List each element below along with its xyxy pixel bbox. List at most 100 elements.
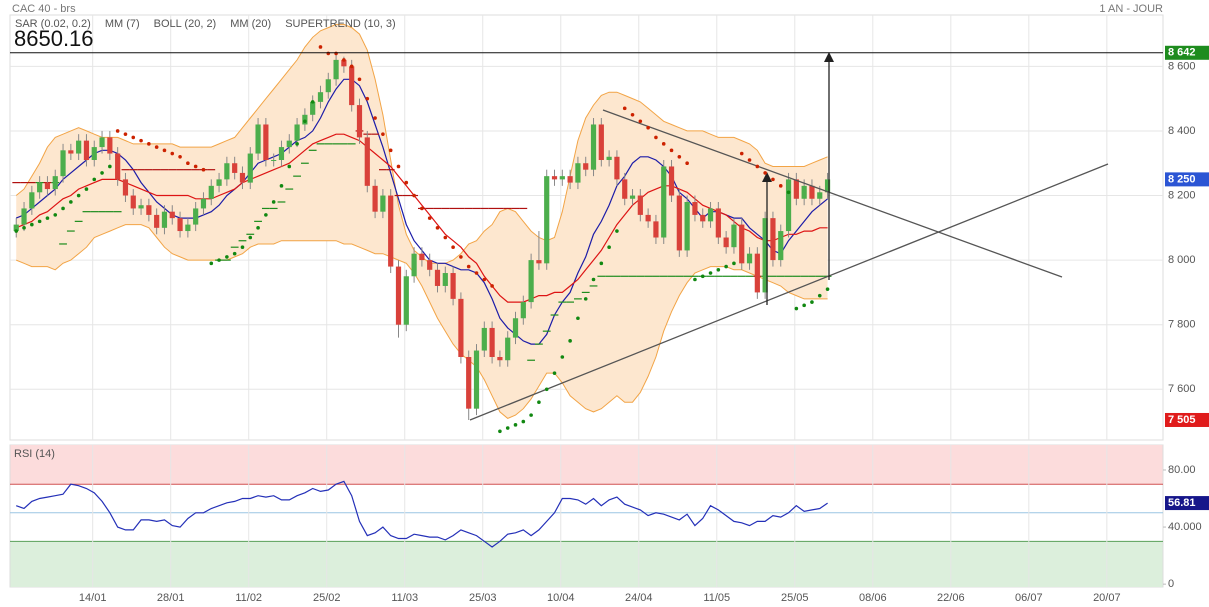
sar-dot (537, 400, 541, 405)
sar-dot (654, 135, 658, 140)
sar-dot (544, 387, 549, 392)
sar-dot (248, 235, 253, 240)
sar-dot (693, 277, 697, 282)
candle-body (403, 276, 409, 325)
instrument: CAC 40 - brs (12, 3, 76, 15)
sar-dot (186, 161, 190, 166)
candle-body (684, 201, 690, 251)
candle-body (154, 214, 160, 228)
bollinger-fill (16, 24, 828, 419)
sar-dot (786, 190, 791, 195)
candle-body (637, 195, 643, 215)
sar-dot (576, 316, 580, 321)
candle-body (208, 185, 214, 199)
candle-body (809, 185, 815, 199)
candle-body (707, 208, 714, 222)
sar-dot (599, 261, 604, 266)
sar-dot (724, 264, 728, 269)
x-tick-label: 24/04 (625, 592, 653, 604)
candle-body (668, 166, 675, 196)
candle-body (419, 253, 425, 261)
legend-entry: SAR (0.02, 0.2) (15, 18, 91, 30)
sar-dot (357, 77, 362, 82)
sar-dot (318, 45, 323, 49)
labels-layer: 14/01 28/01 11/02 25/02 11/03 25/03 10/04 24/04… (10, 18, 1209, 604)
sar-dot (115, 129, 120, 133)
candle-body (692, 201, 698, 215)
sar-dot (217, 258, 221, 262)
candle-body (349, 66, 355, 106)
sar-dot (700, 274, 705, 279)
candle-body (824, 179, 831, 193)
x-tick-label: 11/02 (235, 592, 262, 604)
candle-body (169, 211, 175, 219)
price-tag-label: 8 250 (1168, 173, 1196, 185)
sar-dot (568, 339, 572, 343)
sar-dot (451, 245, 455, 249)
candle-body (13, 224, 19, 232)
y-tick-label: 8 600 (1168, 60, 1196, 72)
candle-body (76, 140, 82, 154)
x-tick-label: 25/03 (469, 592, 497, 604)
candle-body (193, 208, 199, 225)
trendline (469, 163, 1109, 421)
sar-dot (178, 154, 182, 159)
sar-dot (287, 164, 292, 169)
sar-dot (147, 142, 151, 146)
x-tick-label: 28/01 (157, 592, 185, 604)
candle-body (746, 253, 753, 264)
candle-body (629, 195, 636, 199)
sar-dot (209, 261, 214, 266)
candle-body (224, 163, 230, 180)
sar-dot (778, 184, 783, 188)
rsi-tag-label: 56.81 (1168, 497, 1196, 509)
sar-dot (810, 300, 814, 304)
candle-body (177, 218, 183, 232)
sar-dot (61, 206, 65, 211)
candle-body (520, 302, 526, 319)
price-tag (1165, 45, 1209, 60)
candle-body (317, 92, 324, 102)
candle-body (559, 176, 565, 180)
sar-dot (131, 135, 136, 140)
y-tick-label: 7 800 (1168, 319, 1196, 331)
candle-body (37, 182, 43, 193)
sar-dot (443, 235, 448, 240)
candle-body (801, 185, 807, 199)
candle-body (427, 260, 433, 270)
rsi-line (15, 480, 828, 548)
candle-body (278, 147, 285, 161)
candle-body (380, 195, 386, 212)
x-tick-label: 11/05 (703, 592, 730, 604)
candle-body (793, 179, 799, 199)
sar-dot (630, 112, 635, 117)
sar-dot (583, 297, 588, 301)
candle-body (450, 273, 456, 299)
candle-body (567, 176, 573, 183)
x-tick-label: 22/06 (937, 592, 965, 604)
sar-dot (30, 222, 34, 227)
x-tick-label: 06/07 (1015, 592, 1043, 604)
sar-dot (708, 271, 713, 275)
sar-dot (560, 355, 565, 359)
legend-entry: SUPERTREND (10, 3) (285, 18, 395, 30)
candle-body (286, 140, 292, 148)
sar-dot (396, 164, 401, 169)
candle-body (778, 231, 784, 261)
sar-dot (22, 226, 26, 230)
sar-dot (763, 171, 767, 175)
y-tick-label: 8 200 (1168, 189, 1196, 201)
sar-dot (771, 177, 775, 182)
candle-body (341, 59, 347, 67)
candle-body (130, 195, 136, 209)
rsi-title: RSI (14) (14, 448, 55, 460)
candle-body (505, 337, 511, 361)
sar-dot (732, 261, 736, 266)
rsi-tag (1165, 496, 1209, 511)
sar-dot (240, 245, 245, 249)
y-tick-label: 80.00 (1168, 464, 1196, 476)
candle-body (754, 253, 760, 293)
candle-body (91, 147, 97, 161)
sar-dot (256, 226, 260, 230)
sar-dot (271, 200, 276, 204)
